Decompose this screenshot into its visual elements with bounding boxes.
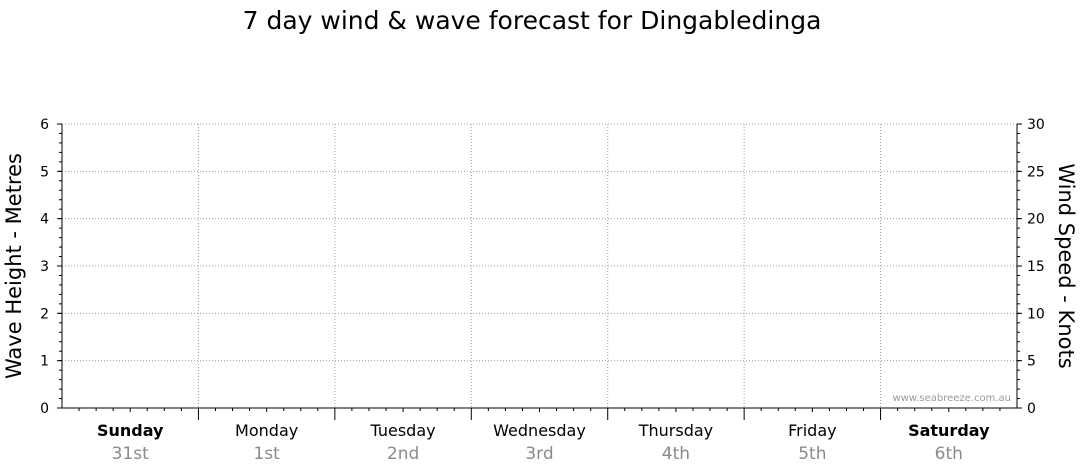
left-tick-label: 0 xyxy=(40,401,49,417)
left-tick-label: 5 xyxy=(40,164,49,180)
day-date-tuesday: 2nd xyxy=(387,444,419,464)
right-tick-label: 25 xyxy=(1027,164,1045,180)
left-tick-label: 2 xyxy=(40,306,49,322)
right-tick-label: 5 xyxy=(1027,354,1036,370)
day-date-friday: 5th xyxy=(798,444,826,464)
right-tick-label: 15 xyxy=(1027,259,1045,275)
right-tick-label: 0 xyxy=(1027,401,1036,417)
axes xyxy=(61,124,1018,420)
left-tick-label: 3 xyxy=(40,259,49,275)
day-name-saturday: Saturday xyxy=(908,421,990,440)
right-axis-title: Wind Speed - Knots xyxy=(1054,163,1078,368)
day-date-wednesday: 3rd xyxy=(525,444,553,464)
right-axis-ticks: 0 5 10 15 20 25 30 xyxy=(1017,117,1045,417)
day-date-thursday: 4th xyxy=(662,444,690,464)
right-tick-label: 30 xyxy=(1027,117,1045,133)
watermark: www.seabreeze.com.au xyxy=(893,393,1011,404)
day-name-friday: Friday xyxy=(788,421,837,440)
day-date-sunday: 31st xyxy=(112,444,149,464)
left-tick-label: 1 xyxy=(40,354,49,370)
right-tick-label: 10 xyxy=(1027,306,1045,322)
day-name-wednesday: Wednesday xyxy=(493,421,586,440)
day-name-sunday: Sunday xyxy=(97,421,164,440)
day-labels: Sunday 31st Monday 1st Tuesday 2nd Wednesday 3r… xyxy=(97,421,990,464)
day-name-thursday: Thursday xyxy=(638,421,713,440)
left-tick-label: 6 xyxy=(40,117,49,133)
right-tick-label: 20 xyxy=(1027,212,1045,228)
left-axis-title: Wave Height - Metres xyxy=(2,153,26,379)
left-tick-label: 4 xyxy=(40,212,49,228)
day-name-monday: Monday xyxy=(235,421,298,440)
day-date-monday: 1st xyxy=(253,444,280,464)
chart-title: 7 day wind & wave forecast for Dingabled… xyxy=(243,6,822,35)
left-axis-ticks: 0 1 2 3 4 5 6 xyxy=(40,117,62,417)
day-name-tuesday: Tuesday xyxy=(370,421,436,440)
day-date-saturday: 6th xyxy=(935,444,963,464)
grid-lines xyxy=(62,123,1017,408)
